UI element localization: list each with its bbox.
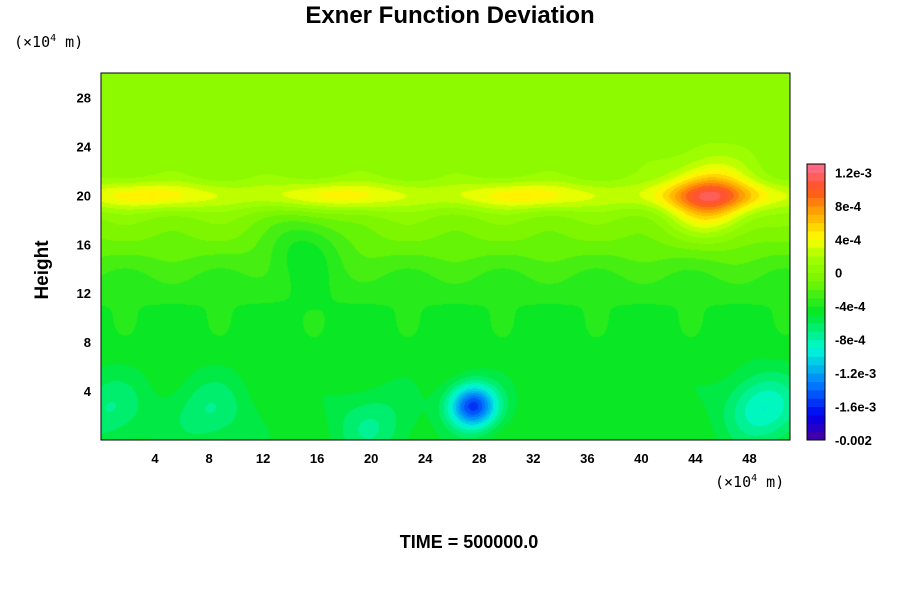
colorbar-swatch: [807, 373, 825, 382]
y-tick-label: 4: [84, 384, 92, 399]
x-tick-label: 16: [310, 451, 324, 466]
x-unit-exponent: 4: [751, 473, 758, 484]
plot-area: [100, 72, 791, 441]
colorbar-swatch: [807, 389, 825, 399]
colorbar-swatch: [807, 197, 825, 207]
colorbar-swatch: [807, 348, 825, 357]
colorbar-swatch: [807, 423, 825, 433]
colorbar-swatch: [807, 339, 825, 349]
plot-frame: [100, 72, 791, 441]
colorbar-swatch: [807, 256, 825, 265]
y-unit-prefix: (×10: [14, 33, 51, 51]
contour-field: [101, 73, 790, 440]
x-tick-label: 28: [472, 451, 486, 466]
colorbar-swatch: [807, 322, 825, 332]
x-tick-label: 48: [742, 451, 756, 466]
colorbar-swatch: [807, 356, 825, 366]
colorbar-label: -1.2e-3: [835, 366, 876, 381]
colorbar-swatch: [807, 314, 825, 324]
colorbar-label: -0.002: [835, 433, 872, 448]
colorbar-swatch: [807, 381, 825, 391]
colorbar-swatch: [807, 239, 825, 249]
colorbar-swatch: [807, 431, 825, 441]
colorbar-swatch: [807, 289, 825, 299]
colorbar-swatch: [807, 306, 825, 316]
y-axis-ticks: 4 8 12 16 20 24 28: [77, 90, 92, 399]
x-tick-label: 8: [205, 451, 212, 466]
colorbar-swatch: [807, 364, 825, 374]
y-tick-label: 8: [84, 335, 91, 350]
colorbar-label: -1.6e-3: [835, 400, 876, 415]
x-tick-label: 40: [634, 451, 648, 466]
colorbar: 1.2e-3 8e-4 4e-4 0 -4e-4 -8e-4 -1.2e-3 -1.6e-3 -…: [806, 163, 876, 448]
colorbar-label: 8e-4: [835, 199, 862, 214]
colorbar-swatch: [807, 406, 825, 416]
colorbar-label: -4e-4: [835, 299, 866, 314]
x-axis-unit: (×104 m): [715, 473, 784, 491]
colorbar-swatch: [807, 281, 825, 290]
colorbar-swatch: [807, 189, 825, 198]
x-tick-label: 12: [256, 451, 270, 466]
x-tick-label: 24: [418, 451, 433, 466]
chart-title: Exner Function Deviation: [305, 2, 595, 29]
x-tick-label: 32: [526, 451, 540, 466]
colorbar-frame: [806, 163, 826, 441]
x-tick-label: 44: [688, 451, 703, 466]
y-tick-label: 24: [77, 139, 92, 154]
y-tick-label: 20: [77, 188, 91, 203]
colorbar-swatch: [807, 172, 825, 182]
x-unit-suffix: m): [757, 473, 785, 491]
time-label: TIME = 500000.0: [399, 532, 539, 552]
x-axis-ticks: 4 8 12 16 20 24 28 32 36 40 44 48: [151, 451, 756, 466]
colorbar-swatch: [807, 398, 825, 408]
colorbar-swatch: [807, 205, 825, 215]
x-unit-prefix: (×10: [715, 473, 752, 491]
y-axis-unit: (×104 m): [14, 33, 83, 51]
colorbar-swatch: [807, 214, 825, 224]
colorbar-swatch: [807, 264, 825, 274]
y-tick-label: 16: [77, 237, 91, 252]
colorbar-swatch: [807, 331, 825, 341]
colorbar-label: 1.2e-3: [835, 165, 872, 180]
colorbar-swatch: [807, 272, 825, 282]
y-unit-suffix: m): [56, 33, 84, 51]
x-tick-label: 4: [151, 451, 159, 466]
colorbar-label: -8e-4: [835, 333, 866, 348]
y-tick-label: 12: [77, 286, 91, 301]
colorbar-label: 4e-4: [835, 232, 862, 247]
colorbar-swatch: [807, 230, 825, 240]
x-tick-label: 36: [580, 451, 594, 466]
x-tick-label: 20: [364, 451, 378, 466]
colorbar-swatch: [807, 180, 825, 190]
colorbar-label: 0: [835, 266, 842, 281]
colorbar-swatch: [807, 164, 825, 173]
colorbar-swatch: [807, 222, 825, 232]
colorbar-swatch: [807, 297, 825, 307]
colorbar-swatch: [807, 247, 825, 257]
colorbar-swatch: [807, 414, 825, 424]
y-tick-label: 28: [77, 90, 91, 105]
y-unit-exponent: 4: [50, 33, 57, 44]
